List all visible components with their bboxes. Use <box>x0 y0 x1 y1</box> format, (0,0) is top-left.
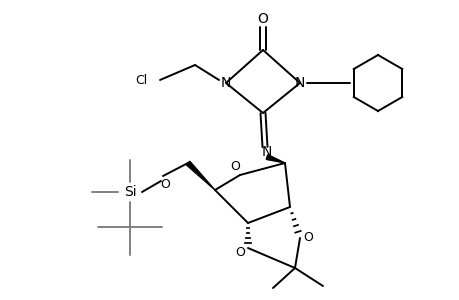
Text: O: O <box>302 232 312 244</box>
Text: O: O <box>230 160 240 173</box>
Text: O: O <box>160 178 169 190</box>
Text: N: N <box>261 145 272 159</box>
Text: N: N <box>294 76 304 90</box>
Text: O: O <box>235 247 244 260</box>
Text: Cl: Cl <box>135 74 148 86</box>
Text: N: N <box>220 76 231 90</box>
Polygon shape <box>186 161 214 190</box>
Text: O: O <box>257 12 268 26</box>
Polygon shape <box>266 154 285 163</box>
Text: Si: Si <box>123 185 136 199</box>
